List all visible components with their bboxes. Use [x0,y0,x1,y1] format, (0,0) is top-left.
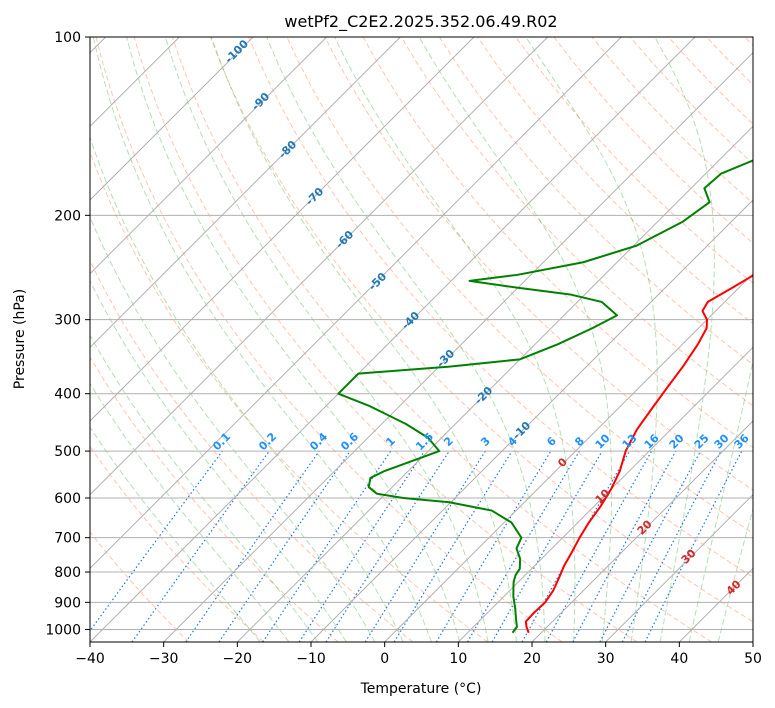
y-tick-label: 300 [54,313,81,329]
y-tick-label: 200 [54,208,81,224]
isotherm-line [236,125,753,642]
dry-adiabat-line [400,37,753,407]
x-tick-label: −10 [296,651,326,667]
mixing-ratio-line [393,450,513,642]
y-axis: 100 200 300 400 500 600 700 800 900 1000 [45,30,90,638]
moist-adiabat-line [126,37,461,642]
x-tick-label: 50 [744,651,762,667]
isotherm-line [163,51,753,642]
mixing-ratio-line [218,450,351,642]
x-tick-label: 10 [449,651,467,667]
moist-adiabat-line [688,358,753,642]
x-tick-label: −20 [223,651,253,667]
dry-adiabat-line [210,37,753,623]
x-tick-label: −30 [149,651,179,667]
isotherm-line [90,37,254,201]
x-axis-label: Temperature (°C) [360,681,482,697]
isotherm-line [310,199,753,642]
isotherm-line [457,346,753,642]
moist-adiabats [90,37,753,642]
isotherm-line [90,37,475,422]
dry-adiabats [90,37,753,642]
isobars [90,37,753,630]
moist-adiabat-line [164,37,489,642]
dry-adiabat-line [90,531,190,642]
y-tick-label: 800 [54,565,81,581]
mixing-ratio-line [644,450,743,642]
mixing-ratio-line [131,450,270,642]
isotherm-line [90,37,401,349]
y-tick-label: 400 [54,387,81,403]
isotherm-line [90,37,328,275]
y-tick-label: 600 [54,491,81,507]
isotherm-line [90,37,696,642]
dry-adiabat-line [171,37,712,642]
isotherm-line [531,420,753,642]
x-tick-label: 20 [523,651,541,667]
y-tick-label: 100 [54,30,81,46]
y-tick-label: 1000 [45,622,81,638]
y-tick-label: 500 [54,444,81,460]
dry-adiabat-line [439,37,753,366]
mixing-ratio-line [545,450,653,642]
temperature-profile [524,274,753,634]
mixing-ratio-line [298,450,425,642]
x-axis: −40 −30 −20 −10 0 10 20 30 40 50 [75,642,762,667]
dry-adiabat-line [90,356,339,642]
dewpoint-profile [337,159,753,634]
mixing-ratio-line [262,450,392,642]
isotherms [90,37,753,642]
x-tick-label: 40 [670,651,688,667]
moist-adiabat-line [90,382,290,642]
dry-adiabat-line [248,37,753,578]
y-axis-label: Pressure (hPa) [12,289,28,389]
x-tick-label: −40 [75,651,105,667]
isotherm-line [90,37,622,570]
dry-adiabat-line [515,37,753,284]
moist-adiabat-line [334,37,576,642]
mixing-ratio-line [572,450,677,642]
mixing-ratio-line [325,450,450,642]
moist-adiabat-line [266,37,546,642]
moist-adiabat-line [90,215,376,642]
moist-adiabat-line [90,135,404,642]
moist-adiabat-line [90,426,261,642]
moist-adiabat-line [525,37,658,642]
isotherm-line [605,493,753,642]
moist-adiabat-line [92,37,432,642]
plot-frame [89,36,754,643]
dry-adiabat-line [90,445,264,642]
moist-adiabat-line [210,37,517,642]
mixing-ratio-line [90,450,223,632]
moist-adiabat-line [90,334,319,642]
dry-adiabat-line [90,150,488,642]
dry-adiabat-line [133,37,638,642]
dry-adiabat-line [324,37,753,491]
chart-title: wetPf2_C2E2.2025.352.06.49.R02 [284,12,557,32]
x-tick-label: 30 [597,651,615,667]
dry-adiabat-line [95,37,563,642]
isotherm-line [90,37,549,496]
y-tick-label: 900 [54,595,81,611]
profiles [337,159,753,634]
moist-adiabat-line [654,37,715,642]
x-tick-label: 0 [380,651,389,667]
mixing-ratio-line [185,450,320,642]
y-tick-label: 700 [54,531,81,547]
isotherm-line [384,272,753,642]
